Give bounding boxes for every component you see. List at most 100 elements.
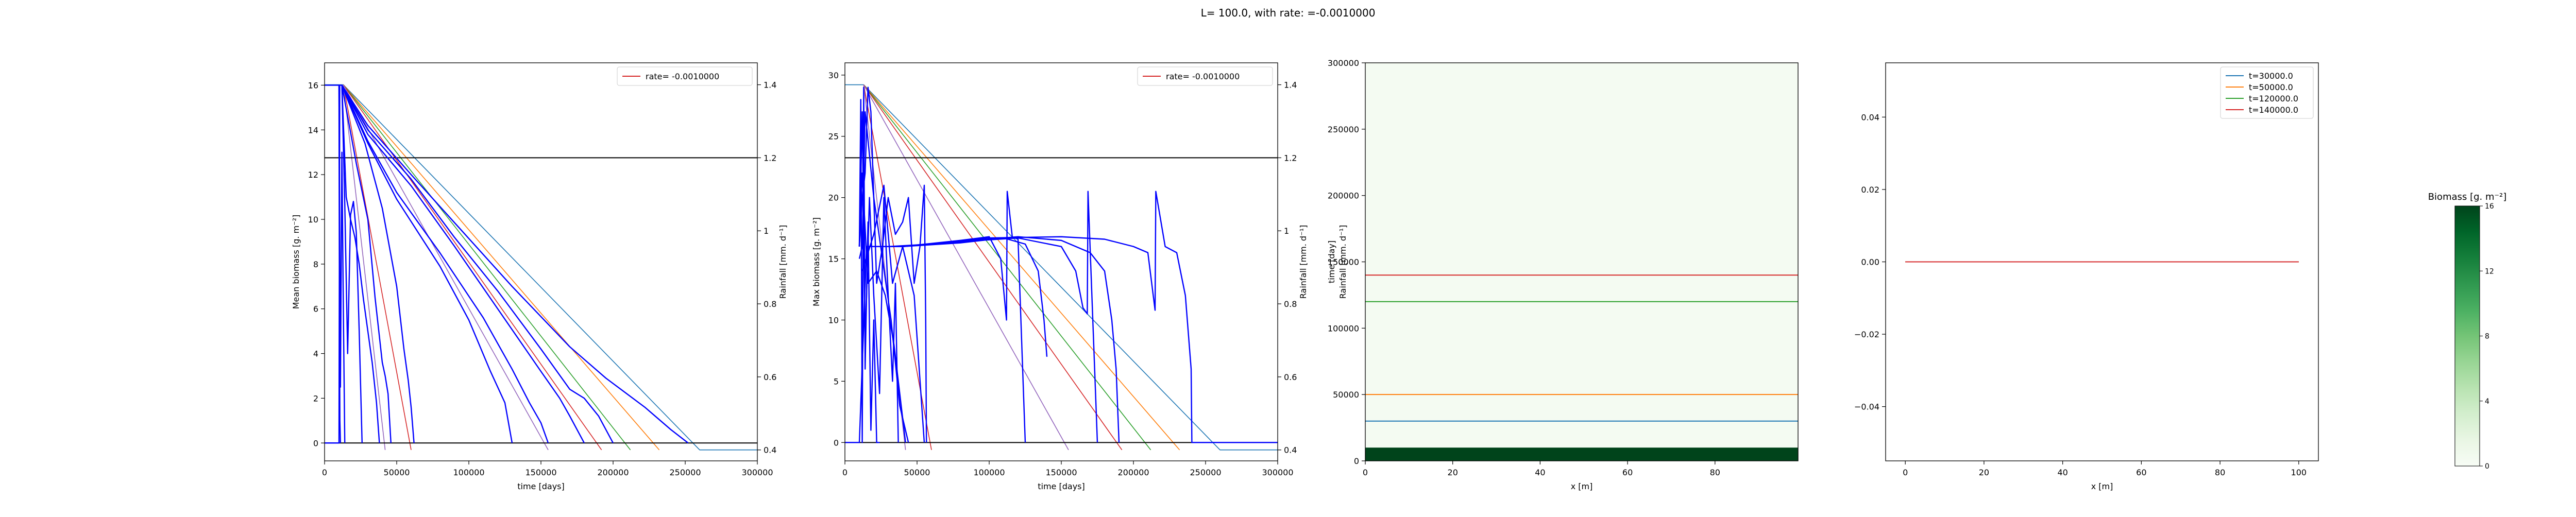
x-axis-label: x [m] [2091, 481, 2113, 491]
x-tick-label: 200000 [597, 468, 629, 477]
biomass-line [845, 191, 1278, 443]
y-tick-label: 10 [308, 215, 318, 225]
colorbar-tick-label: 0 [2485, 462, 2489, 471]
chart-4: 0 20 40 60 80 100 −0.04 −0.02 0.00 0.02 0.04 x [m] t… [1854, 62, 2319, 491]
biomass-line [867, 191, 1026, 443]
y-right-tick-label: 0.6 [764, 372, 776, 382]
biomass-line [341, 84, 415, 443]
y-right-axis-label: Rainfall [mm. d⁻¹] [1298, 225, 1308, 299]
y-tick-label: −0.04 [1854, 402, 1879, 412]
y-tick-label: 12 [308, 170, 318, 180]
rainfall-line [343, 84, 660, 451]
y-tick-label: 14 [308, 125, 318, 135]
plot-frame [324, 62, 758, 461]
colorbar-ramp [2454, 205, 2480, 467]
biomass-line [341, 85, 363, 443]
chart-3: 0 20 40 60 80 0 50000 100000 150000 200000 250000 3… [1327, 58, 1799, 491]
rainfall-line [343, 84, 631, 451]
y-tick-label: −0.02 [1854, 330, 1879, 339]
x-tick-label: 100000 [453, 468, 484, 477]
x-tick-label: 250000 [669, 468, 701, 477]
rainfall-line [845, 84, 1278, 451]
rainfall-line [343, 84, 549, 451]
biomass-line [341, 84, 513, 443]
y-right-tick-label: 0.4 [764, 445, 776, 455]
y-right-tick-label: 1 [764, 226, 769, 236]
y-tick-label: 300000 [1328, 58, 1359, 68]
biomass-line [858, 87, 927, 443]
rainfall-line [343, 84, 386, 450]
y-tick-label: 250000 [1328, 125, 1359, 134]
colorbar-tick-label: 4 [2485, 398, 2489, 406]
biomass-line [341, 84, 585, 443]
x-tick-label: 300000 [1262, 468, 1293, 477]
legend-label: t=140000.0 [2249, 105, 2298, 115]
legend-box [2220, 66, 2314, 119]
x-tick-label: 50000 [384, 468, 410, 477]
y-right-tick-label: 1.2 [764, 153, 776, 163]
x-tick-label: 60 [1622, 468, 1633, 477]
y-axis-label: Mean biomass [g. m⁻²] [291, 215, 301, 309]
x-tick-label: 150000 [525, 468, 556, 477]
legend: rate= -0.0010000 [617, 66, 753, 86]
biomass-line [858, 87, 880, 443]
y-right-tick-label: 0.8 [764, 299, 776, 309]
y-tick-label: 20 [828, 193, 839, 203]
y-right-axis-label: Rainfall [mm. d⁻¹] [778, 225, 788, 299]
chart-1: 0 50000 100000 150000 200000 250000 300000 0 2 4 6… [291, 62, 788, 491]
legend: t=30000.0t=50000.0 t=120000.0t=140000.0 [2220, 66, 2314, 119]
x-tick-label: 50000 [904, 468, 930, 477]
x-tick-label: 60 [2136, 468, 2146, 477]
figure-title: L= 100.0, with rate: =-0.0010000 [1201, 7, 1376, 19]
biomass-line [325, 85, 341, 444]
y-right-tick-label: 0.6 [1284, 372, 1297, 382]
rainfall-line [863, 84, 1123, 451]
biomass-line [341, 84, 614, 443]
y-tick-label: 150000 [1328, 257, 1359, 267]
y-tick-label: 10 [828, 315, 839, 325]
y-tick-label: 0 [1354, 456, 1359, 466]
y-tick-label: 2 [313, 393, 318, 403]
y-tick-label: 0.04 [1861, 112, 1879, 122]
x-axis-label: time [days] [517, 481, 564, 491]
y-tick-label: 8 [313, 260, 318, 269]
x-tick-label: 200000 [1117, 468, 1149, 477]
x-tick-label: 20 [1979, 468, 1989, 477]
legend-box [1137, 66, 1273, 86]
x-tick-label: 0 [322, 468, 327, 477]
chart-2: 0 50000 100000 150000 200000 250000 300000 0 5 10… [811, 62, 1308, 491]
x-tick-label: 250000 [1190, 468, 1221, 477]
y-right-tick-label: 1.4 [764, 80, 776, 90]
y-tick-label: 30 [828, 71, 839, 80]
y-tick-label: 100000 [1328, 323, 1359, 333]
x-tick-label: 0 [842, 468, 848, 477]
x-tick-label: 80 [1710, 468, 1720, 477]
y-right-tick-label: 0.4 [1284, 445, 1297, 455]
biomass-line [861, 184, 925, 443]
y-tick-label: 200000 [1328, 191, 1359, 201]
y-axis-label: Max biomass [g. m⁻²] [811, 217, 821, 306]
legend-label: rate= -0.0010000 [646, 72, 719, 81]
y-tick-label: 5 [834, 376, 839, 386]
x-tick-label: 150000 [1045, 468, 1077, 477]
biomass-line [341, 84, 549, 443]
legend-label: t=50000.0 [2249, 82, 2293, 92]
x-tick-label: 20 [1448, 468, 1458, 477]
y-right-tick-label: 1.2 [1284, 153, 1297, 163]
x-tick-label: 80 [2215, 468, 2225, 477]
x-tick-label: 0 [1903, 468, 1908, 477]
rainfall-line [863, 84, 1180, 451]
rainfall-line [343, 84, 412, 450]
y-tick-label: 16 [308, 80, 318, 90]
biomass-line [325, 84, 689, 444]
y-tick-label: 6 [313, 304, 318, 314]
x-tick-label: 100000 [973, 468, 1005, 477]
rainfall-line [325, 84, 757, 451]
x-tick-label: 0 [1363, 468, 1368, 477]
y-tick-label: 0 [834, 438, 839, 447]
legend-label: t=30000.0 [2249, 71, 2293, 81]
x-tick-label: 40 [1535, 468, 1545, 477]
